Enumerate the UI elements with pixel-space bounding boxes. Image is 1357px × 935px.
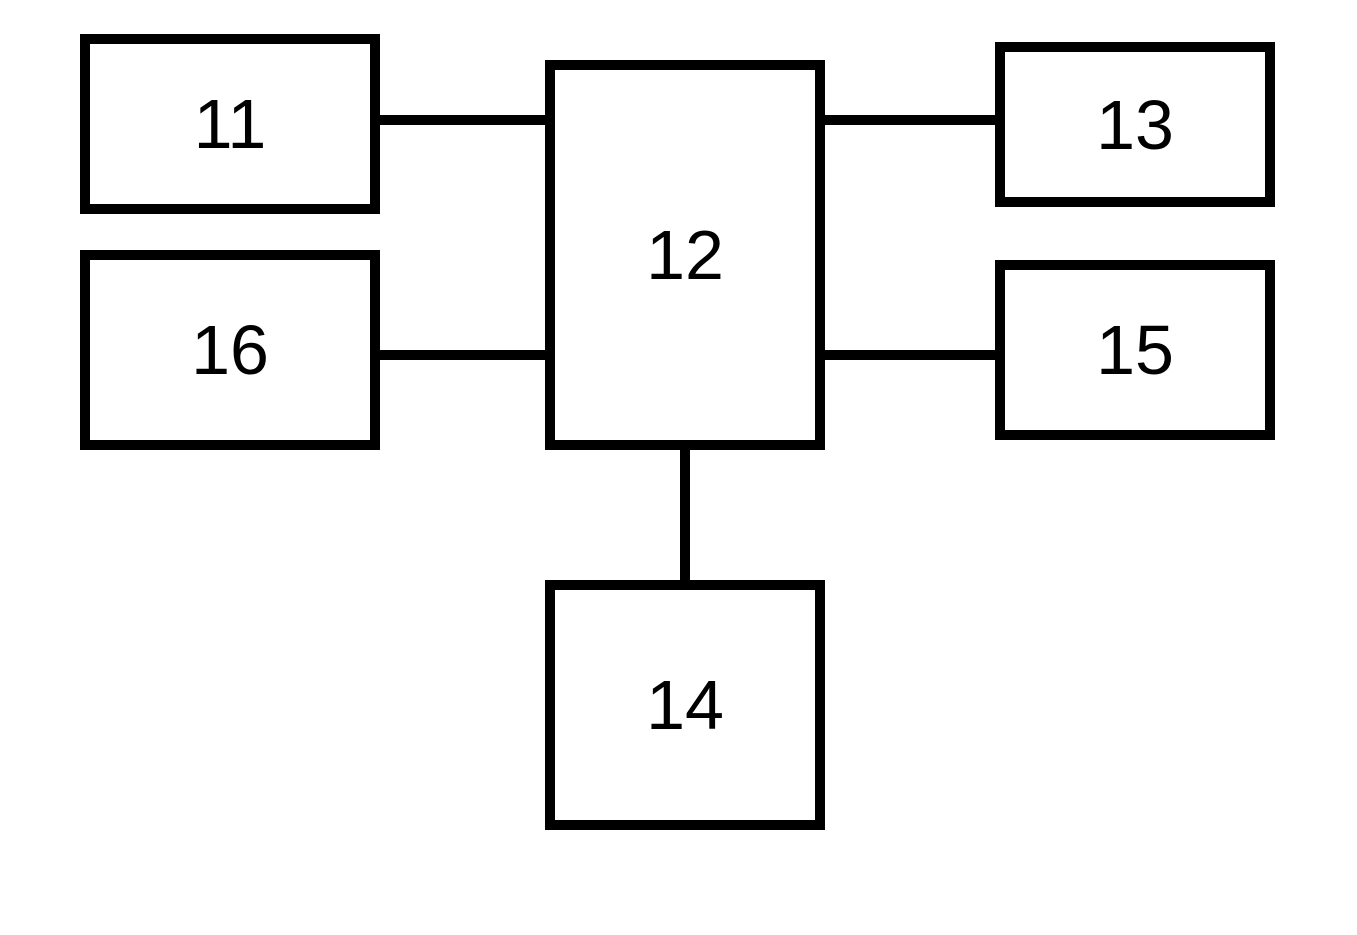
edge-n12-n14 <box>680 450 690 580</box>
block-diagram: 11 16 12 13 15 14 <box>0 0 1357 935</box>
node-14: 14 <box>545 580 825 830</box>
edge-n11-n12 <box>380 115 545 125</box>
node-11-label: 11 <box>194 84 267 164</box>
node-14-label: 14 <box>646 665 724 745</box>
node-12-label: 12 <box>646 215 724 295</box>
node-16-label: 16 <box>191 310 269 390</box>
node-12: 12 <box>545 60 825 450</box>
node-15-label: 15 <box>1096 310 1174 390</box>
node-13-label: 13 <box>1096 85 1174 165</box>
edge-n12-n15 <box>825 350 995 360</box>
node-16: 16 <box>80 250 380 450</box>
edge-n12-n13 <box>825 115 995 125</box>
node-15: 15 <box>995 260 1275 440</box>
edge-n16-n12 <box>380 350 545 360</box>
node-13: 13 <box>995 42 1275 207</box>
node-11: 11 <box>80 34 380 214</box>
